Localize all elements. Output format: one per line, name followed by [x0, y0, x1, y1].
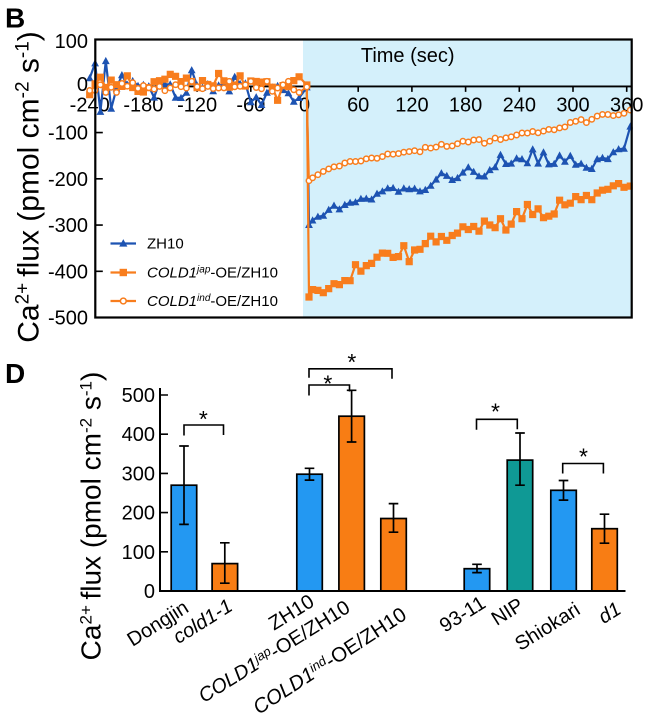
svg-text:200: 200: [122, 503, 155, 525]
svg-text:0: 0: [144, 581, 155, 603]
svg-text:d1: d1: [595, 598, 626, 628]
svg-text:Time (sec): Time (sec): [361, 45, 455, 67]
svg-text:-200: -200: [48, 169, 88, 191]
svg-text:*: *: [347, 349, 356, 375]
svg-text:93-11: 93-11: [436, 592, 490, 637]
svg-text:360: 360: [610, 95, 643, 117]
svg-text:Ca2+ flux (pmol cm-2 s-1): Ca2+ flux (pmol cm-2 s-1): [76, 372, 107, 661]
svg-text:400: 400: [122, 424, 155, 446]
svg-text:*: *: [323, 370, 332, 396]
svg-text:240: 240: [503, 95, 536, 117]
svg-text:180: 180: [449, 95, 482, 117]
svg-text:*: *: [199, 406, 208, 432]
svg-text:ZH10: ZH10: [147, 236, 184, 253]
svg-text:-500: -500: [48, 308, 88, 330]
svg-text:-180: -180: [123, 95, 163, 117]
svg-text:COLD1ind-OE/ZH10: COLD1ind-OE/ZH10: [147, 293, 278, 310]
svg-text:120: 120: [395, 95, 428, 117]
svg-text:100: 100: [55, 31, 88, 53]
svg-text:*: *: [579, 443, 588, 469]
svg-text:-100: -100: [48, 123, 88, 145]
svg-text:*: *: [491, 399, 500, 425]
svg-text:60: 60: [347, 95, 369, 117]
svg-text:-300: -300: [48, 215, 88, 237]
svg-text:100: 100: [122, 542, 155, 564]
svg-text:B: B: [5, 3, 25, 34]
svg-text:COLD1jap-OE/ZH10: COLD1jap-OE/ZH10: [147, 265, 278, 282]
svg-text:0: 0: [299, 95, 310, 117]
svg-text:500: 500: [122, 385, 155, 407]
svg-text:D: D: [5, 358, 25, 389]
svg-text:NIP: NIP: [488, 594, 528, 630]
svg-text:-120: -120: [177, 95, 217, 117]
svg-text:Ca2+ flux (pmol cm-2 s-1): Ca2+ flux (pmol cm-2 s-1): [13, 31, 46, 343]
svg-text:300: 300: [556, 95, 589, 117]
svg-text:300: 300: [122, 463, 155, 485]
svg-text:-400: -400: [48, 261, 88, 283]
svg-text:0: 0: [77, 74, 88, 96]
